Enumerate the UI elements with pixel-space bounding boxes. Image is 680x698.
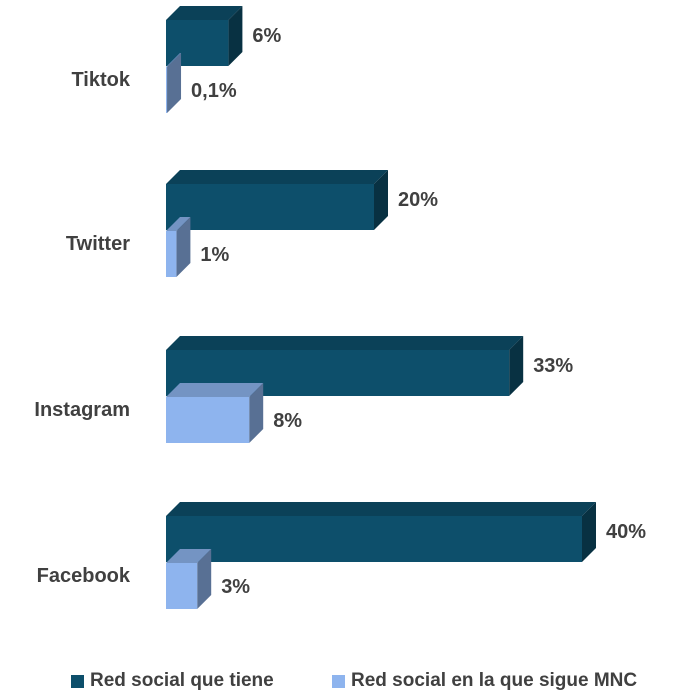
legend-item-series-1: Red social que tiene	[71, 670, 274, 692]
bar-tiktok-red-social-mnc	[166, 53, 182, 113]
category-label-facebook: Facebook	[37, 565, 131, 587]
value-label-instagram-series-1: 33%	[533, 355, 573, 377]
value-label-tiktok-series-1: 6%	[252, 25, 281, 47]
value-label-facebook-series-1: 40%	[606, 521, 646, 543]
legend-label-series-2: Red social en la que sigue MNC	[351, 670, 638, 691]
legend-label-series-1: Red social que tiene	[90, 670, 274, 691]
bar-facebook-red-social-mnc	[166, 549, 212, 609]
value-label-twitter-series-2: 1%	[200, 244, 229, 266]
legend-item-series-2: Red social en la que sigue MNC	[332, 670, 637, 692]
category-label-twitter: Twitter	[66, 233, 130, 255]
value-label-twitter-series-1: 20%	[398, 189, 438, 211]
value-label-tiktok-series-2: 0,1%	[191, 80, 237, 102]
bar-twitter-red-social-mnc	[166, 217, 191, 277]
legend: Red social que tiene Red social en la qu…	[0, 670, 680, 698]
bar-facebook-red-social-que-tiene	[166, 502, 596, 562]
category-label-instagram: Instagram	[34, 399, 130, 421]
legend-swatch-series-1	[71, 674, 84, 688]
value-label-facebook-series-2: 3%	[221, 576, 250, 598]
bar-instagram-red-social-mnc	[166, 383, 264, 443]
category-label-tiktok: Tiktok	[71, 69, 130, 91]
value-label-instagram-series-2: 8%	[273, 410, 302, 432]
bar-twitter-red-social-que-tiene	[166, 170, 388, 230]
legend-swatch-series-2	[332, 674, 345, 688]
